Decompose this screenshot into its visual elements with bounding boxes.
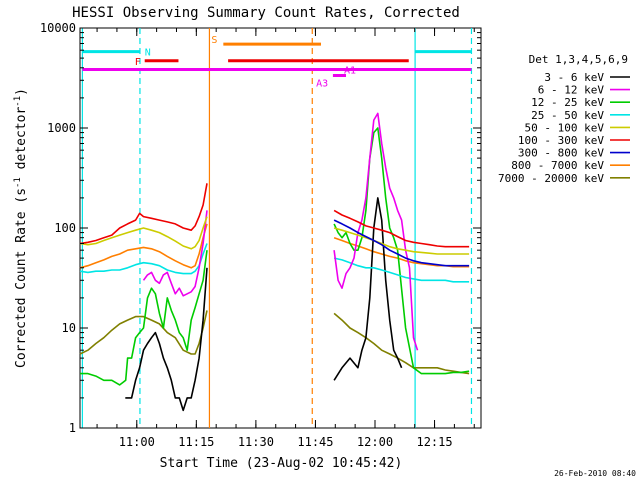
flag-label-0: N	[145, 48, 151, 59]
y-axis-label-sup2: -1	[13, 96, 23, 107]
y-axis-label-end: )	[14, 88, 29, 96]
chart-title: HESSI Observing Summary Count Rates, Cor…	[72, 5, 460, 21]
x-tick-label-4: 12:00	[357, 435, 393, 449]
y-tick-label-0: 1	[69, 421, 76, 435]
y-tick-label-2: 100	[54, 221, 76, 235]
legend-title: Det 1,3,4,5,6,9	[529, 53, 628, 66]
flag-label-2: F	[135, 57, 141, 68]
legend-label-2: 12 - 25 keV	[531, 96, 604, 109]
legend-label-4: 50 - 100 keV	[525, 121, 605, 134]
series-line-3-1	[333, 257, 470, 283]
series-line-2-1	[333, 127, 470, 375]
y-tick-label-1: 10	[62, 321, 76, 335]
y-axis-label: Corrected Count Rate (s-1 detector-1)	[13, 88, 29, 368]
legend-label-1: 6 - 12 keV	[538, 84, 605, 97]
series-line-4-1	[333, 227, 470, 255]
observing-intervals	[81, 28, 473, 428]
series-line-1-1	[333, 112, 419, 351]
legend-label-5: 100 - 300 keV	[518, 134, 604, 147]
y-axis-label-main: Corrected Count Rate (s	[14, 188, 29, 368]
flag-label-6: A3	[316, 78, 328, 89]
series-line-0-0	[125, 267, 208, 412]
x-tick-label-5: 12:15	[416, 435, 452, 449]
series-line-2-0	[80, 250, 208, 386]
flag-label-5: A1	[344, 65, 356, 76]
series-line-5-1	[333, 209, 470, 248]
series-line-4-0	[79, 216, 208, 250]
y-axis-label-mid: detector	[14, 107, 29, 178]
legend-label-0: 3 - 6 keV	[544, 71, 604, 84]
legend-label-3: 25 - 50 keV	[531, 109, 604, 122]
count-rate-series	[79, 112, 470, 412]
legend-label-7: 800 - 7000 keV	[511, 159, 604, 172]
flag-label-3: S	[211, 35, 217, 46]
attenuator-flags: NF S A1 A3	[82, 35, 472, 89]
legend-label-6: 300 - 800 keV	[518, 147, 604, 160]
series-line-3-0	[79, 243, 208, 275]
series-line-7-0	[79, 223, 208, 269]
x-tick-label-0: 11:00	[119, 435, 155, 449]
x-tick-label-3: 11:45	[297, 435, 333, 449]
axis-ticks: 1 10 100 1000 10000 11:00 11:15 11:30 11:45 12:00…	[40, 21, 481, 449]
series-line-8-1	[333, 312, 470, 375]
x-tick-label-1: 11:15	[178, 435, 214, 449]
series-line-5-0	[79, 183, 208, 245]
y-tick-label-3: 1000	[47, 121, 76, 135]
series-line-6-0	[333, 219, 470, 267]
y-tick-label-4: 10000	[40, 21, 76, 35]
series-line-8-0	[79, 310, 208, 355]
legend-label-8: 7000 - 20000 keV	[498, 172, 604, 185]
x-axis-label: Start Time (23-Aug-02 10:45:42)	[160, 456, 403, 471]
footer-timestamp: 26-Feb-2010 08:40	[554, 469, 636, 478]
x-tick-label-2: 11:30	[238, 435, 274, 449]
y-axis-label-sup1: -1	[13, 177, 23, 188]
series-line-1-0	[142, 210, 208, 297]
